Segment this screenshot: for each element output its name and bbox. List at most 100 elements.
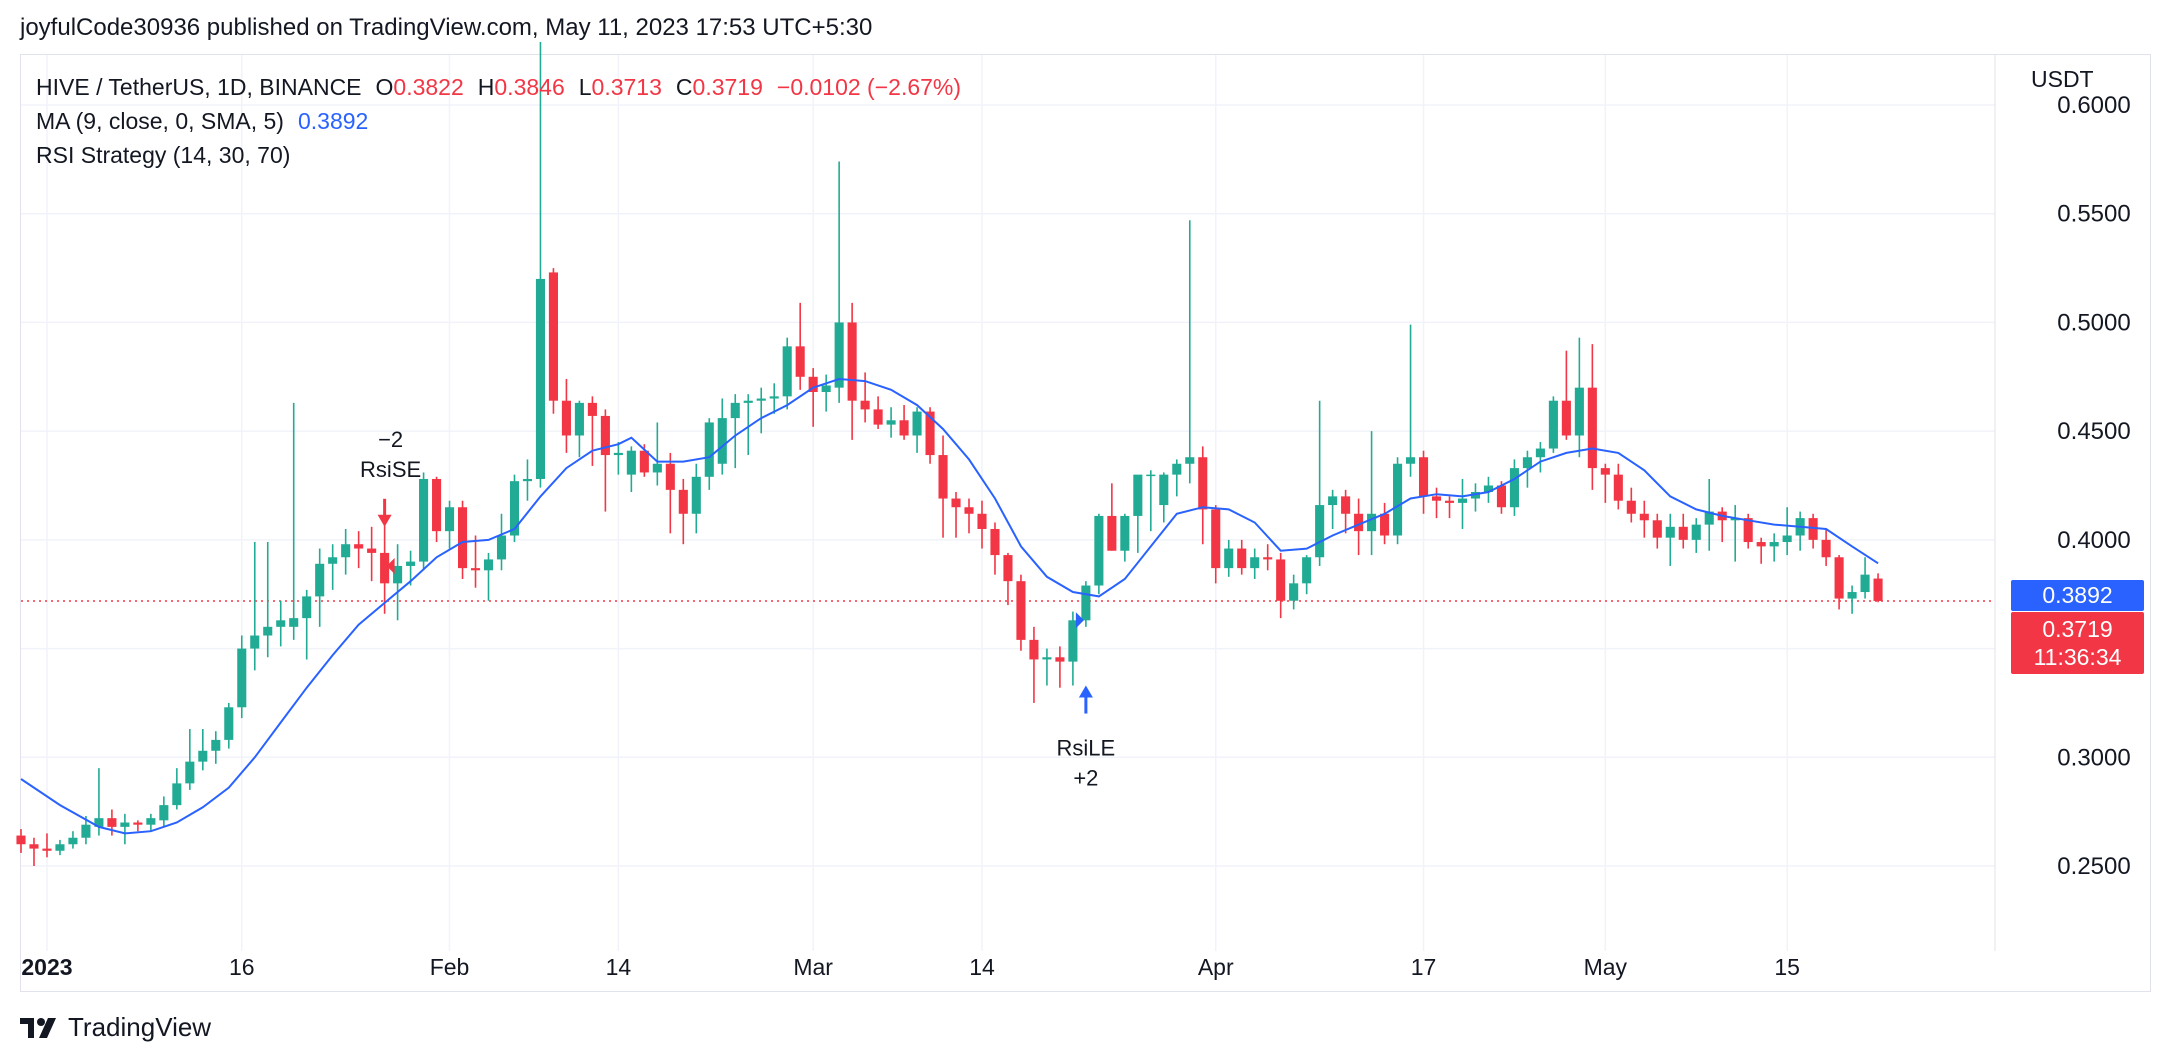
candle-body-up[interactable] xyxy=(1042,657,1052,660)
candle-body-up[interactable] xyxy=(1691,524,1701,540)
candle-body-up[interactable] xyxy=(496,535,507,560)
candle-body-down[interactable] xyxy=(925,411,935,456)
candle-body-down[interactable] xyxy=(1380,513,1390,536)
candle-body-up[interactable] xyxy=(1457,498,1468,503)
candle-body-up[interactable] xyxy=(94,818,104,827)
candle-body-down[interactable] xyxy=(1198,457,1208,510)
candle-body-down[interactable] xyxy=(1652,520,1662,538)
candle-body-down[interactable] xyxy=(808,376,818,393)
candle-body-up[interactable] xyxy=(1120,515,1130,551)
candle-body-down[interactable] xyxy=(42,848,52,851)
candle-body-up[interactable] xyxy=(146,818,156,825)
candle-body-up[interactable] xyxy=(445,507,455,532)
candle-body-down[interactable] xyxy=(1444,500,1455,503)
candle-body-down[interactable] xyxy=(639,450,649,473)
candle-body-down[interactable] xyxy=(899,420,909,436)
candle-body-up[interactable] xyxy=(1094,515,1104,586)
candle-body-up[interactable] xyxy=(120,822,130,827)
candle-body-up[interactable] xyxy=(535,278,546,479)
candle-body-up[interactable] xyxy=(1405,457,1416,464)
candle-body-down[interactable] xyxy=(1821,539,1831,558)
candle-body-up[interactable] xyxy=(1860,574,1870,593)
candle-body-down[interactable] xyxy=(1561,400,1571,436)
candle-body-up[interactable] xyxy=(691,476,701,514)
candle-body-up[interactable] xyxy=(1172,463,1182,475)
candle-body-up[interactable] xyxy=(704,422,714,477)
candle-body-up[interactable] xyxy=(1250,557,1260,569)
candle-body-down[interactable] xyxy=(600,415,610,456)
candle-body-down[interactable] xyxy=(860,400,870,410)
candle-body-down[interactable] xyxy=(432,478,442,532)
candle-body-up[interactable] xyxy=(211,739,221,751)
candle-body-up[interactable] xyxy=(1302,557,1312,584)
candle-body-up[interactable] xyxy=(1224,548,1234,569)
candle-body-down[interactable] xyxy=(1834,557,1844,599)
candle-body-up[interactable] xyxy=(652,463,662,473)
candle-body-down[interactable] xyxy=(354,544,364,549)
candle-body-down[interactable] xyxy=(678,489,688,514)
candle-body-up[interactable] xyxy=(1315,505,1325,558)
currency-label[interactable]: USDT xyxy=(2031,66,2094,92)
candle-body-down[interactable] xyxy=(16,835,26,845)
candle-body-up[interactable] xyxy=(1081,585,1091,621)
candle-body-up[interactable] xyxy=(224,707,234,740)
candle-body-down[interactable] xyxy=(133,822,143,825)
candle-body-up[interactable] xyxy=(289,618,299,627)
candle-body-down[interactable] xyxy=(548,272,558,401)
candle-body-down[interactable] xyxy=(1237,548,1247,569)
candle-body-up[interactable] xyxy=(821,385,831,393)
candle-body-up[interactable] xyxy=(743,400,753,403)
candle-body-down[interactable] xyxy=(1600,468,1610,475)
candle-body-up[interactable] xyxy=(172,783,182,806)
candle-body-up[interactable] xyxy=(237,648,247,708)
candle-body-down[interactable] xyxy=(1678,526,1688,540)
candle-body-down[interactable] xyxy=(1496,485,1506,508)
candle-body-up[interactable] xyxy=(1068,620,1078,662)
candle-body-down[interactable] xyxy=(1418,457,1429,497)
candle-body-up[interactable] xyxy=(250,635,260,649)
tradingview-logo[interactable]: TradingView xyxy=(20,1012,211,1043)
candle-body-up[interactable] xyxy=(1470,492,1481,499)
candle-body-up[interactable] xyxy=(185,761,195,784)
candle-body-up[interactable] xyxy=(1665,526,1675,538)
symbol-label[interactable]: HIVE / TetherUS, 1D, BINANCE xyxy=(36,74,362,100)
candle-body-down[interactable] xyxy=(1613,474,1623,501)
candle-body-up[interactable] xyxy=(1509,468,1519,508)
candle-body-up[interactable] xyxy=(782,346,792,397)
candle-body-down[interactable] xyxy=(847,322,857,401)
candle-body-up[interactable] xyxy=(1730,518,1740,521)
candle-body-down[interactable] xyxy=(795,346,805,377)
candle-body-up[interactable] xyxy=(55,844,65,851)
candle-body-down[interactable] xyxy=(1873,578,1883,601)
candle-body-down[interactable] xyxy=(1029,639,1039,660)
candle-body-down[interactable] xyxy=(1354,513,1364,532)
candle-body-up[interactable] xyxy=(1146,474,1156,477)
legend-ma-row[interactable]: MA (9, close, 0, SMA, 5) 0.3892 xyxy=(36,104,961,138)
candle-body-down[interactable] xyxy=(1276,559,1286,601)
candle-body-down[interactable] xyxy=(1743,518,1753,543)
candle-body-up[interactable] xyxy=(1133,474,1143,516)
candle-body-up[interactable] xyxy=(81,824,91,838)
candle-body-down[interactable] xyxy=(1055,657,1065,662)
candle-body-up[interactable] xyxy=(68,837,78,845)
candle-body-down[interactable] xyxy=(1341,496,1351,514)
candle-body-down[interactable] xyxy=(1016,581,1026,640)
candle-body-up[interactable] xyxy=(483,559,494,571)
candle-body-up[interactable] xyxy=(1483,485,1494,493)
candle-body-down[interactable] xyxy=(367,548,377,553)
candle-body-up[interactable] xyxy=(1535,448,1545,458)
candle-body-down[interactable] xyxy=(29,844,39,849)
candle-body-down[interactable] xyxy=(561,400,571,436)
chart-frame[interactable] xyxy=(20,54,2151,992)
candle-body-up[interactable] xyxy=(730,402,740,419)
candle-body-down[interactable] xyxy=(1626,500,1636,514)
candle-body-up[interactable] xyxy=(1185,457,1195,464)
candle-body-down[interactable] xyxy=(107,818,117,827)
candle-body-up[interactable] xyxy=(613,452,623,456)
candle-body-up[interactable] xyxy=(1769,542,1779,547)
candle-body-down[interactable] xyxy=(1587,387,1597,469)
candle-body-down[interactable] xyxy=(665,463,675,490)
candle-body-up[interactable] xyxy=(1782,535,1792,543)
candle-body-down[interactable] xyxy=(951,498,961,508)
